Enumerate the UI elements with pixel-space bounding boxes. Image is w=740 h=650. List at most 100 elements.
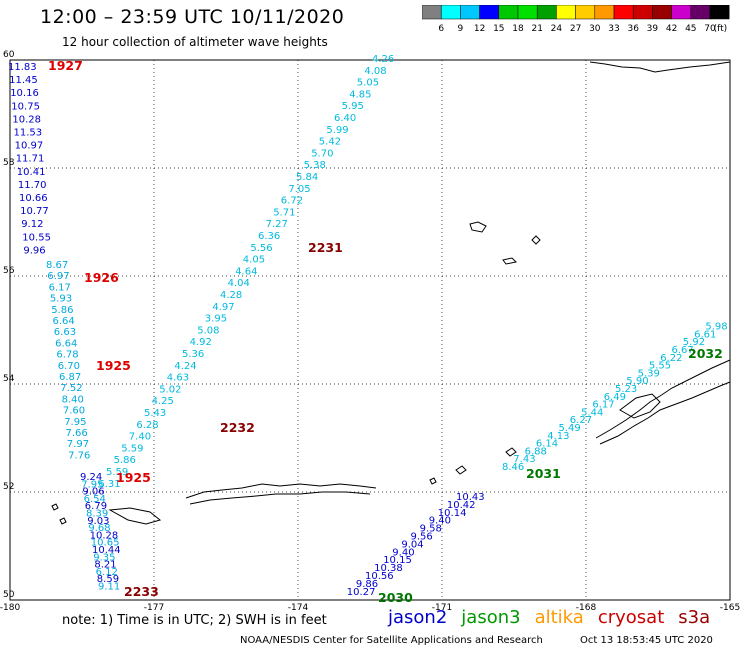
wave-height-label: 7.05 <box>288 184 310 195</box>
legend-satellite-jason3: jason3 <box>461 607 521 628</box>
island-small <box>455 465 467 475</box>
lat-tick-label: 50 <box>3 590 15 600</box>
wave-height-label: 7.52 <box>60 383 82 394</box>
lat-axis-labels: 60 58 56 54 52 50 <box>3 50 15 600</box>
wave-height-label: 9.35 <box>93 552 115 563</box>
wave-height-label: 6.64 <box>55 338 77 349</box>
map-title: 12:00 – 23:59 UTC 10/11/2020 <box>40 6 345 28</box>
pass-time-label: 1926 <box>84 270 119 285</box>
wave-height-label: 4.04 <box>228 278 250 289</box>
wave-height-label: 11.45 <box>9 75 38 86</box>
wave-height-label: 8.46 <box>502 462 524 473</box>
wave-height-label: 9.06 <box>82 487 104 498</box>
lon-tick-label: -171 <box>432 603 452 612</box>
color-scale-bar: 6 9 12 15 18 21 24 27 30 33 36 39 42 45 70(ft) <box>422 5 730 34</box>
wave-height-label: 7.95 <box>81 479 103 490</box>
colorbar-tick: 27 <box>570 24 581 34</box>
wave-height-label: 6.27 <box>570 415 592 426</box>
credit-line: NOAA/NESDIS Center for Satellite Applica… <box>240 635 713 646</box>
island-outline <box>469 221 487 233</box>
wave-height-label: 5.43 <box>144 408 166 419</box>
wave-height-label: 9.04 <box>401 539 423 550</box>
wave-height-label: 4.85 <box>349 89 371 100</box>
wave-height-label: 9.24 <box>80 472 102 483</box>
wave-height-label: 6.22 <box>660 353 682 364</box>
legend-satellite-altika: altika <box>534 607 584 628</box>
wave-height-label: 6.64 <box>53 316 75 327</box>
credit-text: NOAA/NESDIS Center for Satellite Applica… <box>240 635 543 646</box>
wave-height-label: 4.26 <box>372 54 394 65</box>
colorbar-tick: 24 <box>551 24 563 34</box>
wave-height-label: 10.43 <box>456 492 485 503</box>
wave-height-label: 4.08 <box>364 66 386 77</box>
lon-axis-labels: -180 -177 -174 -171 -168 -165 <box>0 603 740 612</box>
wave-height-label: 10.66 <box>19 193 48 204</box>
colorbar-tick: 30 <box>589 24 601 34</box>
wave-height-label: 6.70 <box>58 361 80 372</box>
lon-tick-label: -177 <box>144 603 164 612</box>
wave-height-label: 4.64 <box>235 266 257 277</box>
island-west <box>108 507 162 525</box>
wave-height-label: 9.58 <box>420 524 442 535</box>
wave-height-label: 4.24 <box>174 361 196 372</box>
legend-satellite-jason2: jason2 <box>388 607 448 628</box>
wave-height-label: 5.84 <box>296 172 318 183</box>
lon-tick-label: -165 <box>720 603 740 612</box>
coastlines <box>51 61 731 525</box>
wave-height-label: 6.54 <box>84 494 106 505</box>
wave-height-label: 11.71 <box>16 154 45 165</box>
pass-time-label: 1925 <box>96 358 131 373</box>
wave-height-label: 5.71 <box>273 207 295 218</box>
wave-height-label: 5.95 <box>342 101 364 112</box>
lat-tick-label: 54 <box>3 374 15 384</box>
lat-tick-label: 56 <box>3 266 15 276</box>
wave-height-label: 9.40 <box>429 516 451 527</box>
wave-height-label: 5.36 <box>182 349 204 360</box>
wave-height-label: 10.65 <box>91 538 120 549</box>
wave-height-label: 10.56 <box>365 571 394 582</box>
wave-height-label: 6.31 <box>98 479 120 490</box>
wave-height-label: 5.59 <box>106 467 128 478</box>
wave-height-label: 10.28 <box>90 530 119 541</box>
wave-height-label: 5.08 <box>197 325 219 336</box>
wave-height-label: 5.49 <box>559 423 581 434</box>
wave-height-label: 9.86 <box>356 579 378 590</box>
wave-height-label: 5.92 <box>683 337 705 348</box>
pass-time-label: 2031 <box>526 466 561 481</box>
wave-height-label: 6.40 <box>334 113 356 124</box>
wave-height-label: 10.16 <box>10 88 39 99</box>
lat-tick-label: 60 <box>3 50 15 60</box>
map-subtitle: 12 hour collection of altimeter wave hei… <box>62 35 328 49</box>
colorbar-tick: 21 <box>531 24 542 34</box>
pass-time-label: 2233 <box>124 584 159 599</box>
wave-height-label: 9.12 <box>21 219 43 230</box>
island-outline <box>531 235 541 245</box>
wave-height-label: 10.15 <box>383 555 412 566</box>
time-labels: 1927 1926 1925 1925 2231 2232 2233 2032 2031 2030 <box>48 58 723 605</box>
wave-height-label: 9.56 <box>411 532 433 543</box>
wave-height-label: 10.77 <box>20 206 49 217</box>
satellite-legend: jason2 jason3 altika cryosat s3a <box>388 607 724 628</box>
colorbar-tick: 33 <box>608 24 619 34</box>
wave-height-label: 6.79 <box>85 501 107 512</box>
wave-height-label: 6.49 <box>604 392 626 403</box>
island-outline <box>502 257 518 265</box>
wave-height-label: 8.67 <box>46 260 68 271</box>
grid-lines <box>10 60 730 600</box>
wave-height-label: 5.86 <box>114 455 136 466</box>
colorbar-tick: 9 <box>458 24 464 34</box>
colorbar-tick: 42 <box>666 24 677 34</box>
wave-height-label: 7.60 <box>63 406 85 417</box>
island-chain-south <box>189 491 371 505</box>
wave-height-label: 4.25 <box>152 396 174 407</box>
wave-height-label: 5.98 <box>705 322 727 333</box>
lat-tick-label: 52 <box>3 482 14 492</box>
wave-height-label: 7.66 <box>66 428 88 439</box>
wave-height-label: 7.76 <box>68 450 90 461</box>
wave-height-label: 11.83 <box>8 62 37 73</box>
colorbar-tick: 36 <box>627 24 639 34</box>
track-labels: 11.83 11.45 10.16 10.75 10.28 11.53 10.97 11.71… <box>8 54 728 598</box>
wave-height-label: 8.39 <box>86 509 108 520</box>
wave-height-label: 4.13 <box>547 431 569 442</box>
wave-height-label: 9.11 <box>98 582 120 593</box>
